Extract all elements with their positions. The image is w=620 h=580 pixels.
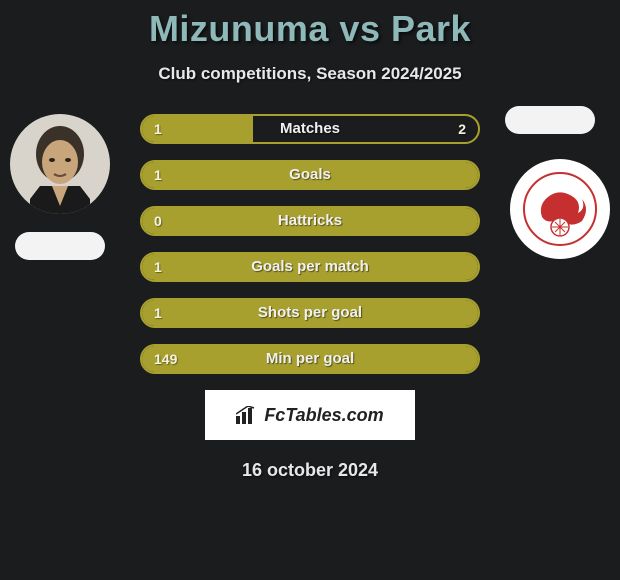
player-right-panel [510, 114, 610, 259]
stat-label: Goals per match [142, 254, 478, 280]
stat-label: Hattricks [142, 208, 478, 234]
page-subtitle: Club competitions, Season 2024/2025 [0, 64, 620, 84]
stat-row: 1Goals [140, 160, 480, 190]
stats-table: 1Matches2 1Goals 0Hattricks 1Goals per matc… [140, 114, 480, 374]
player-left-avatar [10, 114, 110, 214]
player-left-flag-pill [15, 232, 105, 260]
brand-box: FcTables.com [205, 390, 415, 440]
player-left-panel [10, 114, 110, 260]
stat-row: 0Hattricks [140, 206, 480, 236]
person-icon [10, 114, 110, 214]
stat-label: Shots per goal [142, 300, 478, 326]
player-right-club-badge [510, 159, 610, 259]
stat-label: Goals [142, 162, 478, 188]
brand-text: FcTables.com [264, 405, 383, 426]
date-text: 16 october 2024 [0, 460, 620, 481]
comparison-area: 1Matches2 1Goals 0Hattricks 1Goals per matc… [0, 114, 620, 374]
stat-row: 149Min per goal [140, 344, 480, 374]
stat-row: 1Goals per match [140, 252, 480, 282]
club-crest-icon [520, 169, 600, 249]
player-right-flag-pill [505, 106, 595, 134]
stat-label: Matches [142, 116, 478, 142]
bar-chart-icon [236, 406, 258, 424]
infographic-root: Mizunuma vs Park Club competitions, Seas… [0, 0, 620, 481]
stat-row: 1Matches2 [140, 114, 480, 144]
stat-right-value: 2 [458, 116, 466, 142]
stat-label: Min per goal [142, 346, 478, 372]
page-title: Mizunuma vs Park [0, 8, 620, 50]
stat-row: 1Shots per goal [140, 298, 480, 328]
